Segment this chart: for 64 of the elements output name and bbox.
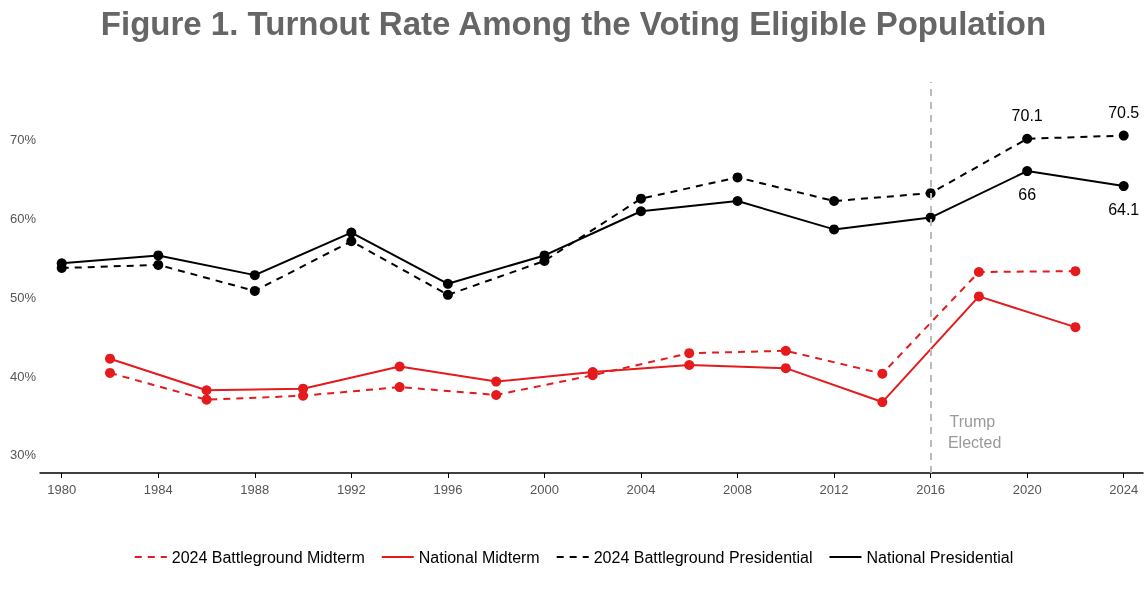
point — [732, 172, 743, 183]
point — [442, 278, 453, 289]
point — [105, 367, 115, 378]
point — [491, 376, 502, 387]
point — [201, 385, 212, 396]
point — [249, 270, 260, 281]
point — [394, 382, 405, 393]
legend-label: National Midterm — [418, 548, 540, 566]
point — [635, 193, 646, 204]
y-tick-label: 30% — [9, 447, 37, 463]
point — [249, 285, 260, 296]
ref-line-label: Trump Elected — [947, 413, 1002, 451]
point — [1118, 130, 1129, 141]
x-tick-label: 2008 — [723, 482, 752, 497]
x-tick-label: 2024 — [1109, 482, 1139, 497]
x-tick-label: 1996 — [433, 482, 463, 497]
y-tick-label: 40% — [9, 368, 37, 384]
data-label: 66 — [1018, 185, 1037, 203]
legend-label: 2024 Battleground Midterm — [171, 548, 365, 566]
point — [153, 250, 164, 261]
point — [491, 389, 502, 400]
point — [442, 289, 453, 300]
point — [877, 397, 888, 408]
legend-label: National Presidential — [866, 548, 1014, 566]
data-label: 70.1 — [1011, 107, 1043, 125]
point — [780, 363, 791, 374]
x-tick-label: 1984 — [143, 482, 173, 497]
point — [1070, 266, 1081, 277]
point — [829, 196, 840, 207]
point — [1022, 166, 1033, 177]
point — [684, 360, 695, 370]
point — [346, 236, 357, 247]
legend-label: 2024 Battleground Presidential — [593, 548, 813, 566]
y-tick-label: 70% — [9, 132, 37, 148]
point — [635, 206, 646, 217]
x-tick-label: 2012 — [819, 482, 849, 497]
x-tick-label: 1992 — [336, 482, 366, 497]
point — [201, 394, 212, 405]
point — [394, 361, 405, 372]
point — [829, 224, 840, 235]
point — [973, 291, 984, 302]
point — [153, 259, 164, 270]
x-tick-label: 2004 — [626, 482, 656, 497]
point — [973, 266, 984, 277]
x-tick-label: 1988 — [240, 482, 270, 497]
point — [732, 196, 743, 207]
y-tick-label: 60% — [9, 210, 37, 226]
x-tick-label: 1980 — [47, 482, 77, 497]
point — [105, 353, 115, 364]
point — [780, 345, 791, 356]
data-label: 64.1 — [1108, 200, 1140, 218]
point — [1070, 322, 1081, 333]
x-tick-label: 2016 — [916, 482, 946, 497]
x-tick-label: 2000 — [529, 482, 559, 497]
point — [684, 348, 695, 359]
y-tick-label: 50% — [9, 289, 37, 305]
data-label: 70.5 — [1108, 104, 1140, 122]
point — [1022, 133, 1033, 144]
point — [1118, 181, 1129, 192]
point — [298, 383, 309, 394]
point — [877, 368, 888, 379]
point — [346, 227, 357, 238]
chart-title: Figure 1. Turnout Rate Among the Voting Eligible Population — [100, 5, 1047, 42]
x-tick-label: 2020 — [1012, 482, 1042, 497]
